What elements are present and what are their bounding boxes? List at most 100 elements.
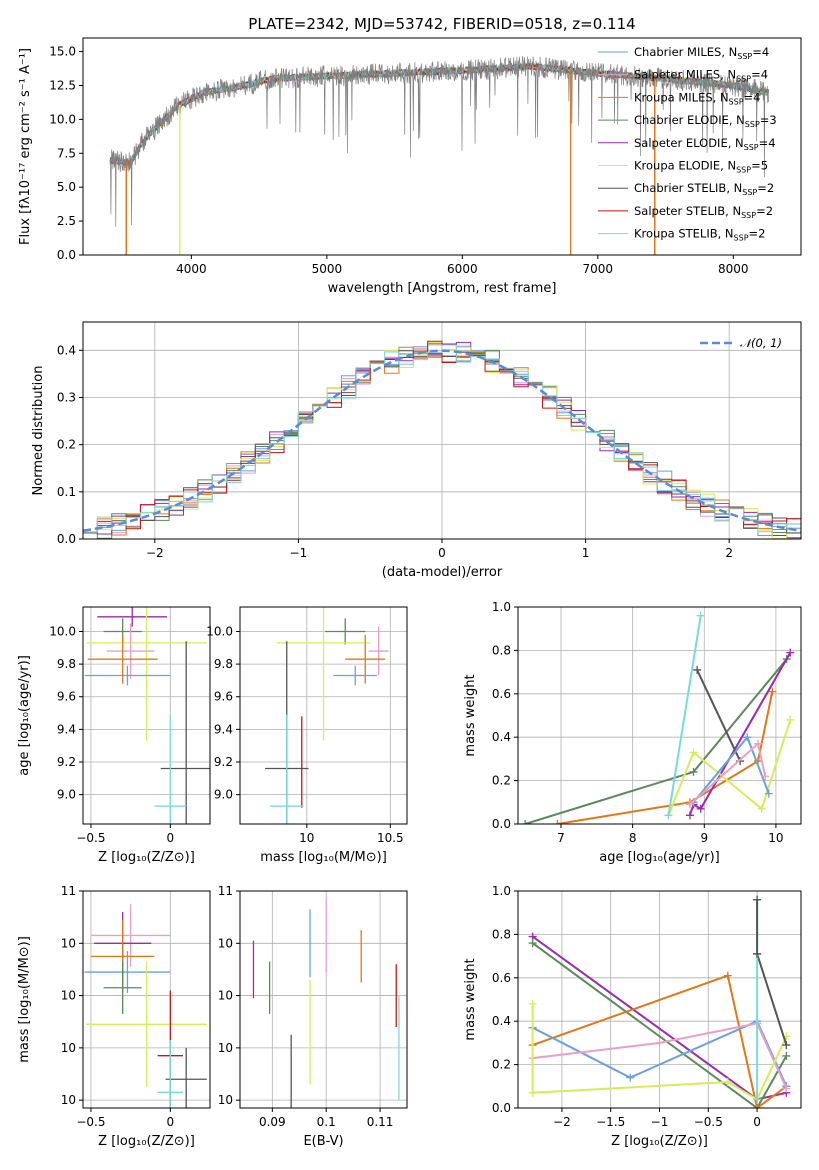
y-tick-label: 2.5 [57, 214, 76, 228]
x-axis-label: (data-model)/error [382, 565, 503, 580]
legend-label-sub: SSP [729, 97, 744, 106]
errorbar-point [325, 618, 366, 645]
weight-marker [685, 800, 694, 809]
y-tick-label: 10 [61, 1041, 76, 1055]
axes: 10 10.5 9.0 9.2 9.4 9.6 9.8 10.0 mass [log₁₀(M/M… [206, 606, 408, 865]
y-tick-label: 10.0 [49, 112, 76, 126]
grid [240, 890, 407, 1108]
legend-label-sub: SSP [744, 143, 759, 152]
weight-marker [685, 811, 694, 820]
data-spectrum-line [109, 56, 769, 227]
axes: 7 8 9 10 0.0 0.2 0.4 0.6 0.8 1.0 age [log₁₀(age/yr… [463, 600, 802, 865]
x-tick-label: −1.5 [596, 1115, 625, 1129]
weight-marker [764, 789, 773, 798]
x-tick-label: −2 [146, 546, 164, 560]
legend-label-text: Chabrier STELIB, N [634, 181, 742, 195]
legend-label-text: Salpeter ELODIE, N [634, 136, 744, 150]
y-tick-label: 5.0 [57, 180, 76, 194]
y-tick-label: 9.2 [214, 755, 233, 769]
legend-label-n: =2 [749, 227, 766, 241]
legend-label-n: =4 [759, 136, 776, 150]
plot-area [528, 895, 791, 1108]
errorbar-point [97, 607, 168, 627]
weight-marker [782, 1041, 791, 1050]
y-axis-label: Normed distribution [31, 366, 46, 496]
weight-marker [753, 1095, 762, 1104]
x-tick-label: 4000 [176, 262, 207, 276]
y-tick-label: 9.0 [214, 788, 233, 802]
weight-marker [553, 820, 562, 824]
y-tick-label: 11 [61, 884, 76, 898]
legend-label-n: =4 [752, 45, 769, 59]
plot-area [84, 904, 207, 1108]
legend-label-n: =5 [751, 159, 768, 173]
x-tick-label: −0.5 [76, 831, 105, 845]
y-tick-label: 0.8 [492, 643, 511, 657]
legend-label: Salpeter STELIB, NSSP=2 [634, 204, 773, 220]
x-axis-label: Z [log₁₀(Z/Z⊙)] [98, 1134, 195, 1149]
errorbar-point [106, 623, 155, 679]
y-tick-label: 10 [61, 936, 76, 950]
axes-frame [82, 606, 211, 825]
weight-marker [528, 999, 537, 1008]
y-tick-label: 10 [218, 936, 233, 950]
legend-label: 𝒩(0, 1) [740, 336, 782, 350]
weight-marker [782, 1051, 791, 1060]
weight-marker [768, 687, 777, 696]
y-tick-label: 9.8 [214, 657, 233, 671]
legend-label: Salpeter MILES, NSSP=4 [634, 68, 768, 84]
grid [518, 606, 801, 825]
panel-weight-Z: −2 −1.5 −1 −0.5 0 0.0 0.2 0.4 0.6 0.8 1.0 Z [log₁₀(… [463, 884, 802, 1149]
legend-label-n: =4 [744, 90, 761, 104]
legend-label-text: Kroupa STELIB, N [634, 227, 734, 241]
x-axis-label: age [log₁₀(age/yr)] [599, 850, 720, 865]
weight-marker [696, 804, 705, 813]
plot-area [252, 898, 400, 1108]
axes-frame [82, 890, 211, 1109]
weight-marker [689, 748, 698, 757]
panel-mass-Z: −0.5 0 10 10 10 10 11 Z [log₁₀(Z/Z⊙)] mass [log₁… [17, 884, 211, 1149]
y-tick-label: 0.0 [492, 817, 511, 831]
errorbar-point [103, 961, 142, 1014]
legend: 𝒩(0, 1) [700, 336, 782, 350]
x-tick-label: 8000 [718, 262, 749, 276]
y-tick-label: 9.6 [57, 690, 76, 704]
legend-label: Kroupa MILES, NSSP=4 [634, 90, 760, 106]
x-tick-label: −2 [553, 1115, 571, 1129]
x-tick-label: 0 [166, 831, 174, 845]
x-tick-label: 0.11 [367, 1115, 394, 1129]
legend-label-text: Salpeter MILES, N [634, 68, 736, 82]
weight-marker [521, 820, 530, 824]
y-tick-label: 11 [218, 884, 233, 898]
weight-line [557, 691, 774, 824]
legend-label: Chabrier ELODIE, NSSP=3 [634, 113, 777, 129]
y-tick-label: 0.4 [57, 343, 76, 357]
plot-area [84, 607, 210, 824]
y-tick-label: 0.6 [492, 971, 511, 985]
y-tick-label: 0.4 [492, 1014, 511, 1028]
panel-mass-EBV: 0.09 0.1 0.11 10 10 10 10 11 E(B-V) [218, 884, 408, 1149]
x-tick-label: −0.5 [76, 1115, 105, 1129]
x-tick-label: 9 [700, 831, 708, 845]
errorbar-point [270, 714, 304, 824]
x-tick-label: 10 [299, 831, 314, 845]
x-axis-label: wavelength [Angstrom, rest frame] [328, 281, 557, 296]
legend-label: Chabrier STELIB, NSSP=2 [634, 181, 774, 197]
y-tick-label: 9.4 [57, 722, 76, 736]
axes-frame [517, 606, 802, 825]
x-tick-label: 1 [582, 546, 590, 560]
x-tick-label: 6000 [447, 262, 478, 276]
x-tick-label: 0 [166, 1115, 174, 1129]
errorbar-point [165, 1047, 207, 1108]
plot-area [521, 611, 795, 824]
errorbar-point [90, 904, 171, 967]
weight-marker [753, 949, 762, 958]
weight-marker [655, 1038, 664, 1047]
errorbar-point [86, 607, 207, 741]
errorbar-point [84, 951, 171, 993]
weight-marker [689, 767, 698, 776]
y-tick-label: 9.4 [214, 722, 233, 736]
legend-label-sub: SSP [736, 75, 751, 84]
legend-label-n: =2 [756, 204, 773, 218]
